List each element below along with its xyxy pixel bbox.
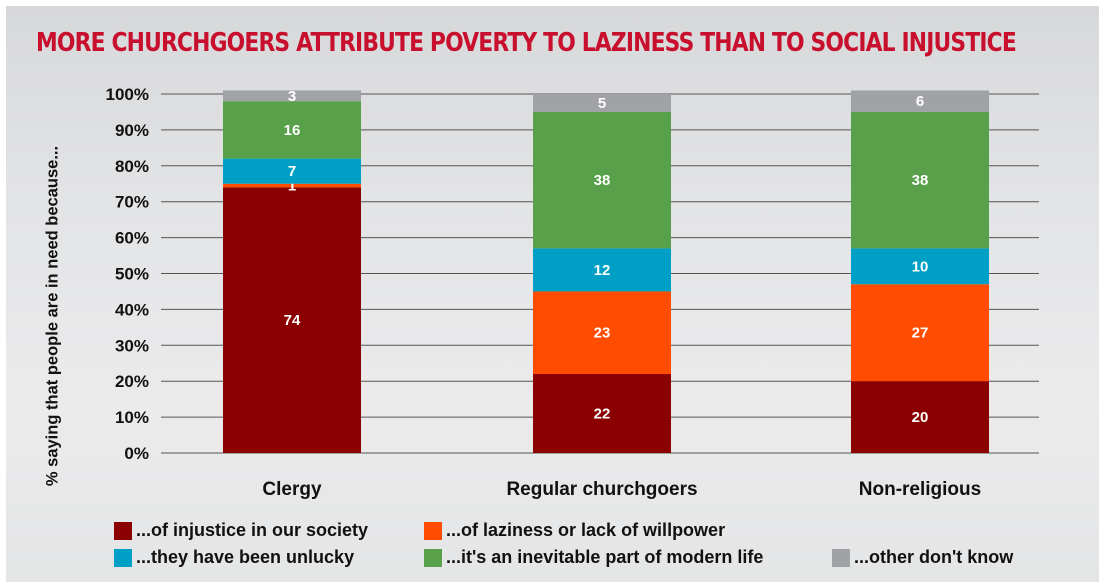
data-label: 5 (598, 95, 606, 112)
y-tick-label: 40% (115, 300, 149, 319)
data-label: 27 (912, 325, 929, 342)
data-label: 1 (288, 178, 296, 195)
y-tick-label: 30% (115, 336, 149, 355)
bar-segment (223, 187, 361, 453)
legend-swatch-laziness (424, 521, 442, 540)
legend-label-injustice: ...of injustice in our society (136, 520, 369, 540)
data-label: 23 (594, 325, 611, 342)
legend-item-unlucky: ...they have been unlucky (114, 547, 354, 568)
y-tick-label: 100% (106, 85, 149, 104)
legend-label-unlucky: ...they have been unlucky (136, 547, 355, 567)
bar-segment (851, 248, 989, 285)
stacked-bar-chart: 0% 10% 20% 30% 40% 50% 60% 70% 80% 90% 100% 74 17 16 3… (106, 85, 1039, 500)
bar-segment (851, 381, 989, 453)
data-label: 3 (288, 88, 296, 105)
x-category-label: Clergy (262, 479, 322, 500)
bar-segment (223, 183, 361, 188)
y-tick-label: 50% (115, 265, 149, 284)
legend-swatch-injustice (114, 521, 132, 540)
legend-label-dont-know: ...other don't know (854, 547, 1014, 567)
data-label: 20 (912, 409, 929, 426)
bar-segment (851, 284, 989, 382)
y-tick-label: 20% (115, 372, 149, 391)
bar-segment (533, 248, 671, 292)
chart-panel: MORE CHURCHGOERS ATTRIBUTE POVERTY TO LA… (6, 6, 1099, 582)
bar-segment (851, 111, 989, 249)
legend-swatch-dont-know (832, 548, 850, 567)
bar-segment (533, 374, 671, 453)
legend-item-inevitable: ...it's an inevitable part of modern lif… (424, 547, 763, 568)
legend-label-laziness: ...of laziness or lack of willpower (446, 520, 726, 540)
y-tick-label: 90% (115, 121, 149, 140)
data-label: 38 (912, 172, 929, 189)
legend-swatch-inevitable (424, 548, 442, 567)
data-label: 38 (594, 172, 611, 189)
bar-segment (851, 90, 989, 112)
legend-item-laziness: ...of laziness or lack of willpower (424, 520, 725, 541)
x-category-label: Regular churchgoers (506, 479, 697, 500)
bar-segment (533, 94, 671, 112)
y-tick-label: 0% (124, 444, 149, 463)
legend-item-dont-know: ...other don't know (832, 547, 1013, 568)
data-label: 16 (284, 122, 301, 139)
data-label: 7 (288, 163, 296, 180)
y-tick-label: 60% (115, 229, 149, 248)
legend-item-injustice: ...of injustice in our society (114, 520, 368, 541)
bar-segment (223, 101, 361, 159)
bar-segment (223, 90, 361, 102)
data-label: 10 (912, 258, 929, 275)
data-label: 12 (594, 262, 611, 279)
y-tick-label: 10% (115, 408, 149, 427)
data-label: 22 (594, 406, 611, 423)
bar-segment (533, 291, 671, 375)
legend-label-inevitable: ...it's an inevitable part of modern lif… (446, 547, 764, 567)
bar-segment (223, 158, 361, 184)
chart-title: MORE CHURCHGOERS ATTRIBUTE POVERTY TO LA… (36, 28, 1017, 58)
data-label: 74 (284, 312, 301, 329)
y-tick-label: 80% (115, 157, 149, 176)
legend-swatch-unlucky (114, 548, 132, 567)
x-category-label: Non-religious (859, 479, 981, 500)
bar-segment (533, 111, 671, 249)
data-label: 6 (916, 93, 924, 110)
y-tick-label: 70% (115, 193, 149, 212)
